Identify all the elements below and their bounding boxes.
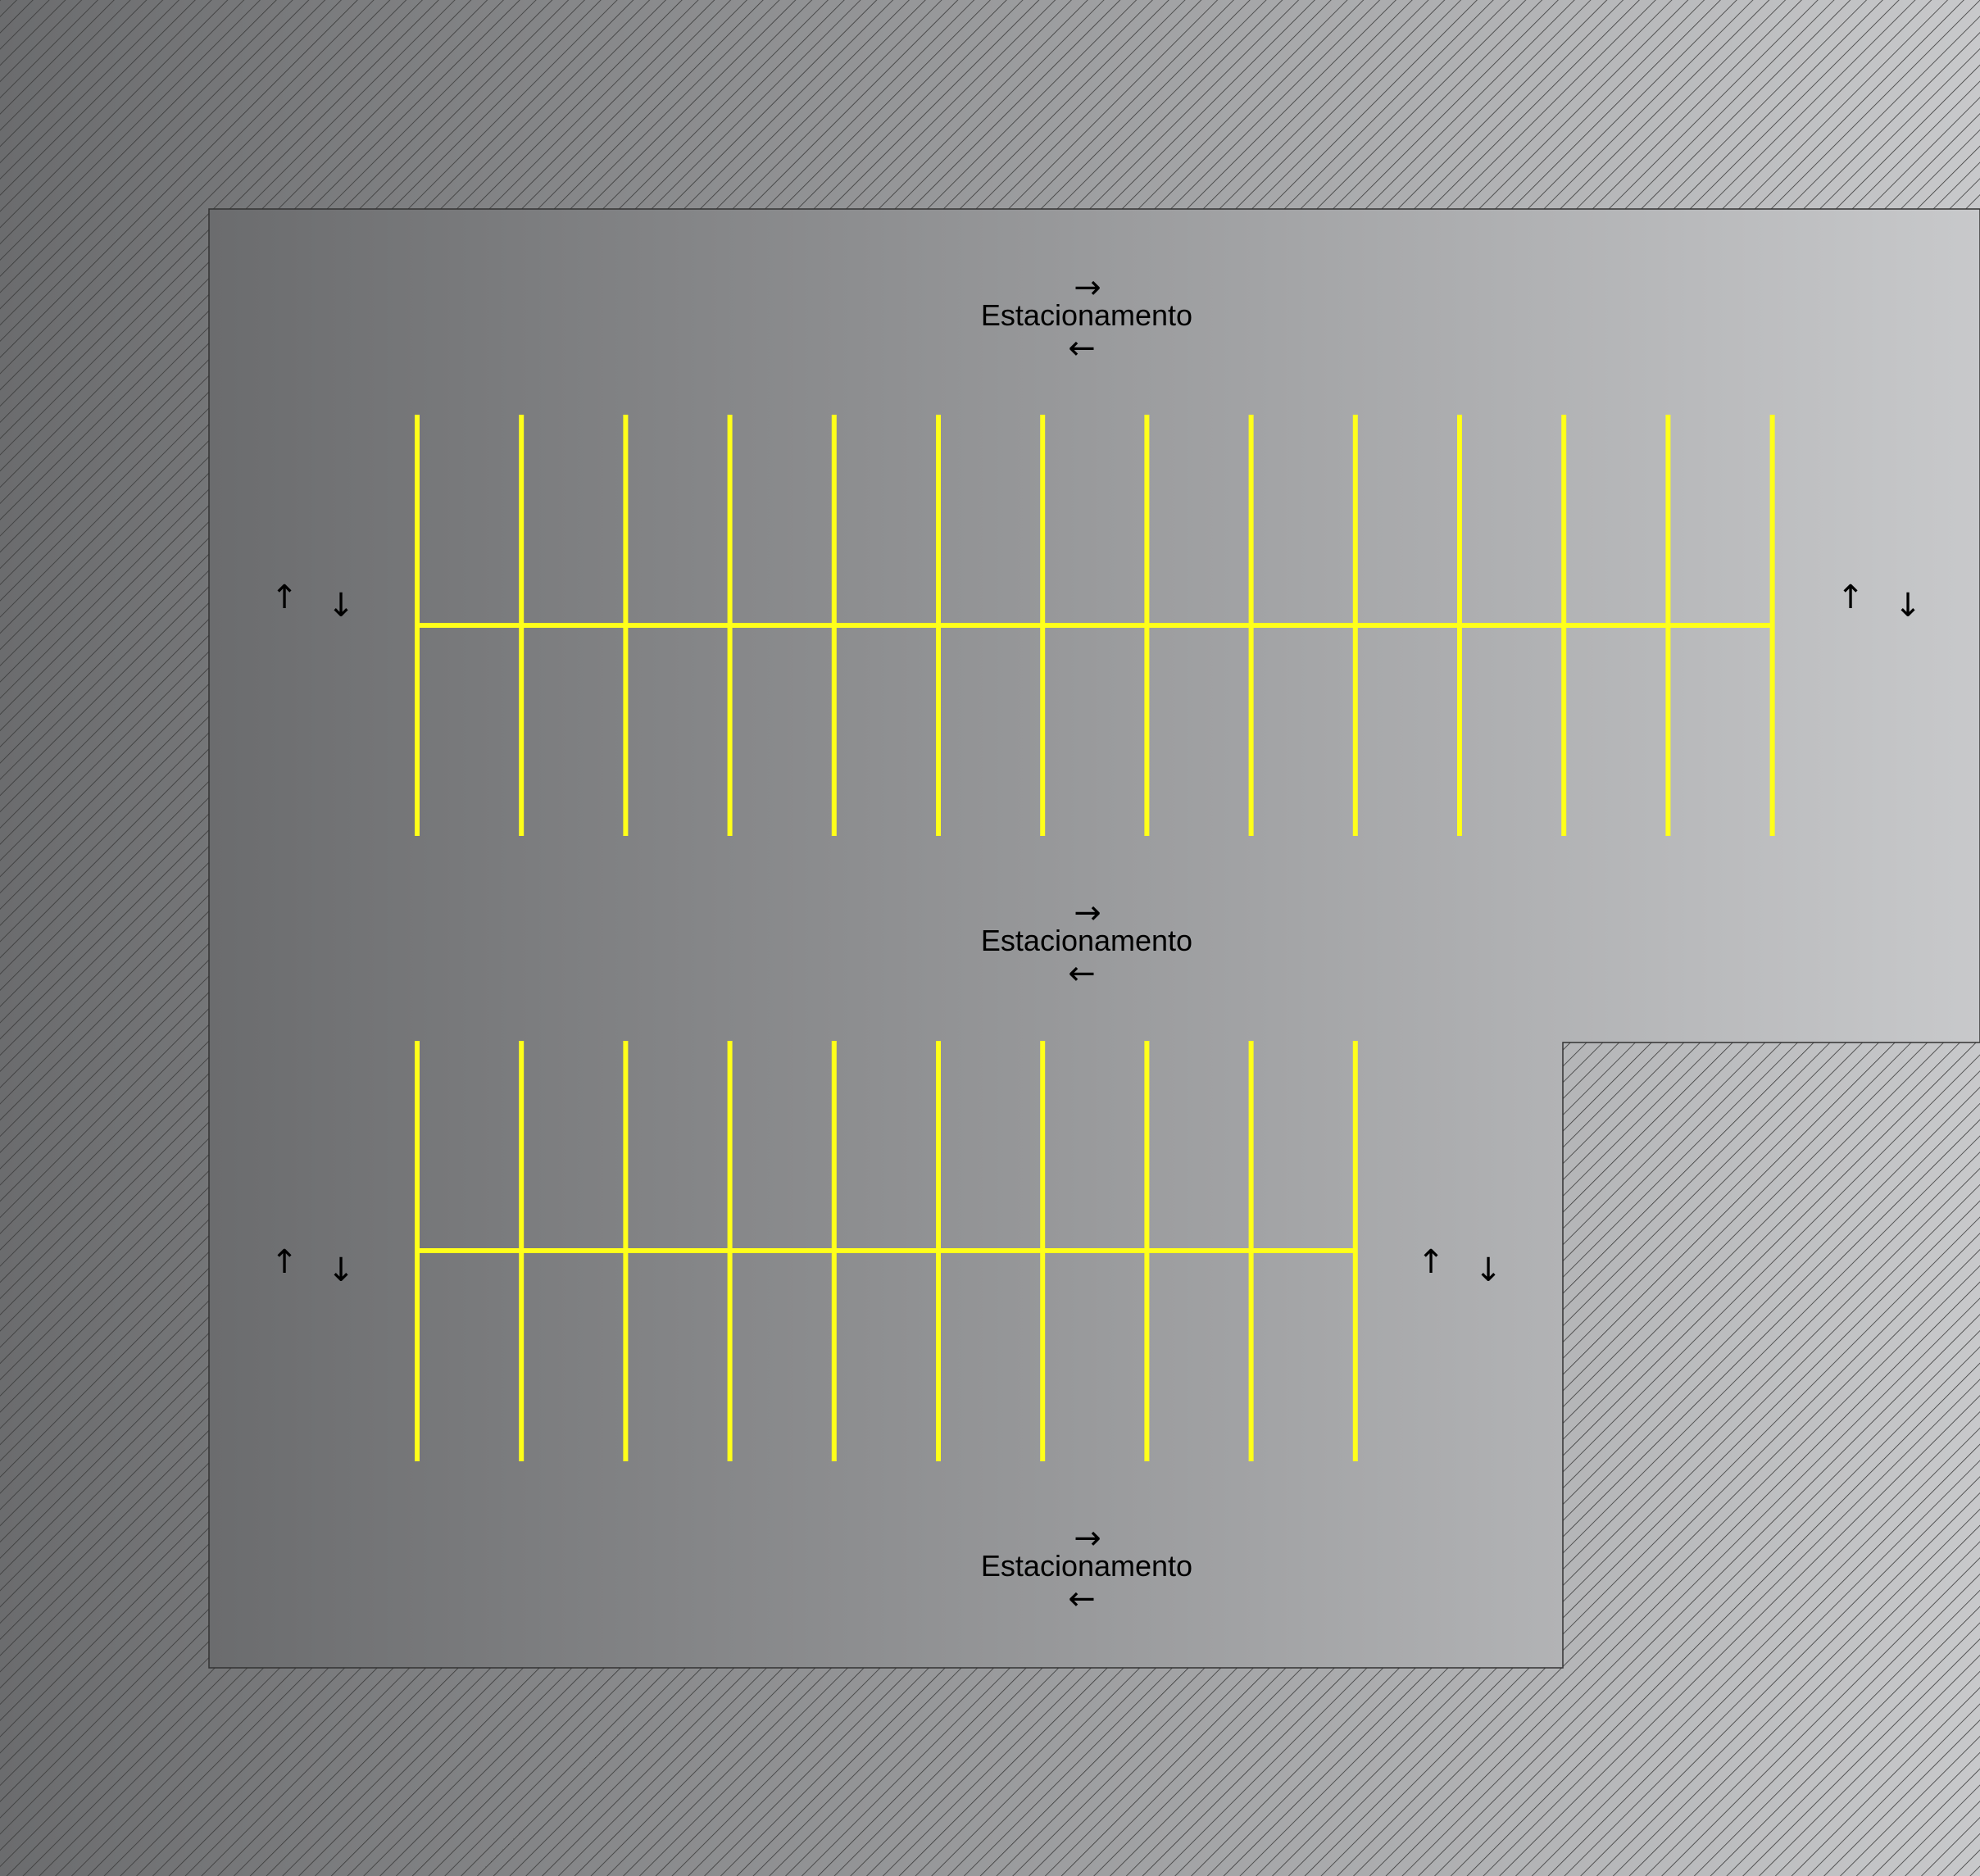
side-arrows-top-left: ↑ ↓ xyxy=(270,579,355,625)
left-arrow-icon: ← xyxy=(1068,955,1096,993)
down-arrow-icon: ↓ xyxy=(1894,587,1922,625)
left-arrow-icon: ← xyxy=(1068,1580,1096,1618)
side-arrows-top-right: ↑ ↓ xyxy=(1837,579,1922,625)
right-arrow-icon: → xyxy=(1074,1519,1101,1557)
side-arrows-bottom-right: ↑ ↓ xyxy=(1417,1243,1502,1289)
down-arrow-icon: ↓ xyxy=(327,1251,355,1289)
down-arrow-icon: ↓ xyxy=(327,587,355,625)
driving-lane-top: → Estacionamento ← xyxy=(981,269,1192,367)
down-arrow-icon: ↓ xyxy=(1474,1251,1502,1289)
up-arrow-icon: ↑ xyxy=(270,1243,298,1281)
parking-stall-markings xyxy=(415,415,1775,1461)
side-arrows-bottom-left: ↑ ↓ xyxy=(270,1243,355,1289)
left-arrow-icon: ← xyxy=(1068,329,1096,367)
lane-label: Estacionamento xyxy=(981,924,1192,957)
up-arrow-icon: ↑ xyxy=(270,579,298,616)
up-arrow-icon: ↑ xyxy=(1837,579,1864,616)
driving-lane-middle: → Estacionamento ← xyxy=(981,894,1192,993)
right-arrow-icon: → xyxy=(1074,894,1101,932)
up-arrow-icon: ↑ xyxy=(1417,1243,1445,1281)
driving-lane-bottom: → Estacionamento ← xyxy=(981,1519,1192,1618)
right-arrow-icon: → xyxy=(1074,269,1101,307)
lane-label: Estacionamento xyxy=(981,1549,1192,1583)
lane-label: Estacionamento xyxy=(981,298,1192,332)
parking-floor xyxy=(208,208,1980,1669)
